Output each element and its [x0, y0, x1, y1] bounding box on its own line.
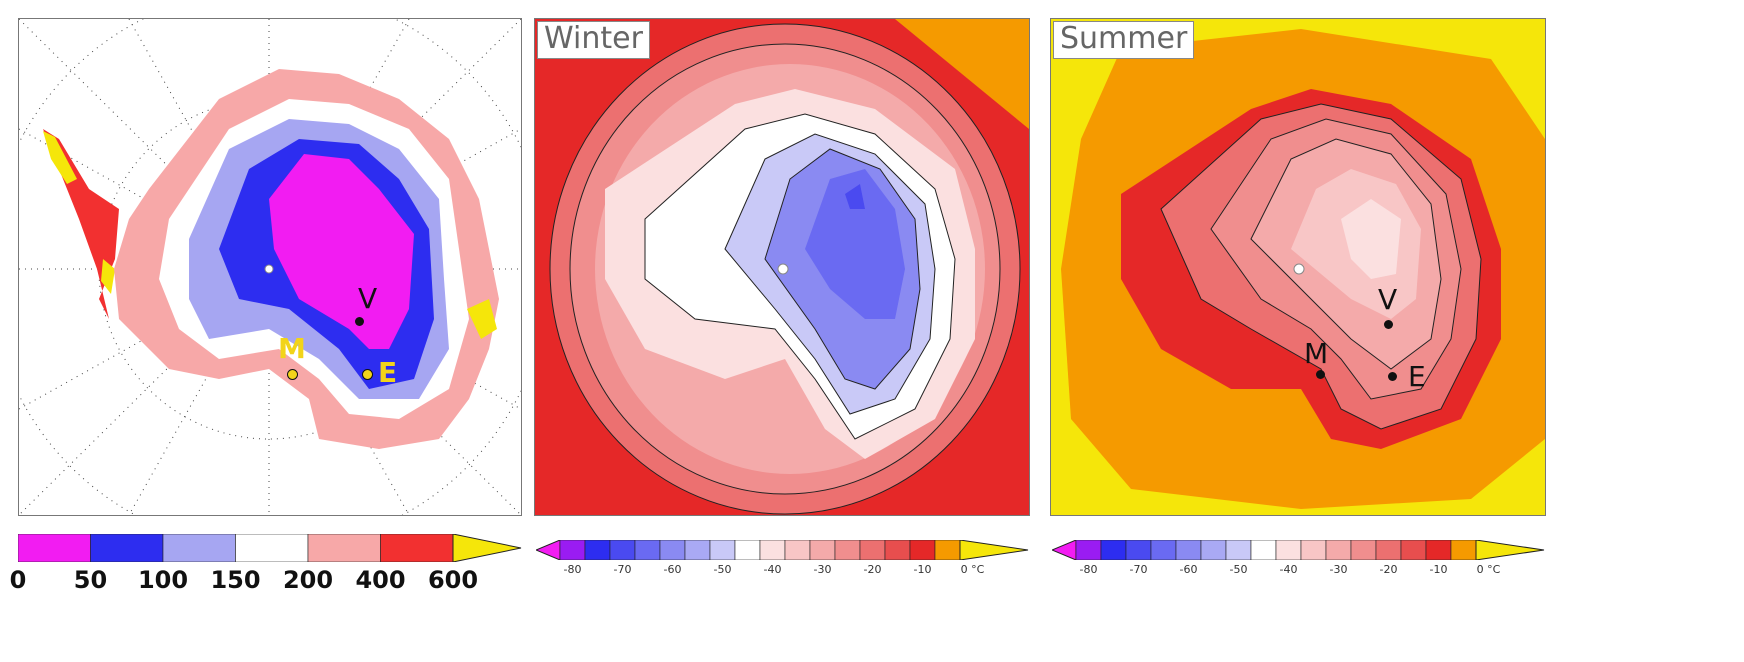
accumulation-colorbar-swatch [380, 533, 454, 563]
winter-colorbar-tick-label: -60 [663, 563, 682, 576]
accumulation-colorbar-tick-label: 400 [355, 566, 406, 594]
winter-colorbar-swatch [584, 539, 611, 561]
season-label-winter: Winter [537, 21, 650, 59]
station-e-label-summer: E [1408, 360, 1426, 393]
summer-colorbar-tick-label: -10 [1429, 563, 1448, 576]
summer-colorbar-swatch [1450, 539, 1477, 561]
winter-colorbar-swatch [809, 539, 836, 561]
station-m-dot [287, 369, 298, 380]
summer-colorbar-tick-label: -40 [1279, 563, 1298, 576]
winter-colorbar-swatch [934, 539, 961, 561]
winter-colorbar-swatch [684, 539, 711, 561]
summer-colorbar-swatch [1375, 539, 1402, 561]
winter-colorbar-tick-label: -40 [763, 563, 782, 576]
summer-colorbar-right-arrow [1475, 539, 1545, 561]
accumulation-colorbar-right-arrow [452, 533, 522, 563]
station-v-dot-summer [1384, 320, 1393, 329]
winter-colorbar-swatch [834, 539, 861, 561]
winter-colorbar-swatch [759, 539, 786, 561]
summer-colorbar-swatch [1350, 539, 1377, 561]
winter-colorbar-swatch [659, 539, 686, 561]
winter-colorbar-right-arrow [959, 539, 1029, 561]
winter-map [535, 19, 1029, 515]
winter-colorbar-tick-label: 0 °C [960, 563, 985, 576]
summer-colorbar-swatch [1075, 539, 1102, 561]
summer-colorbar [1050, 539, 1546, 561]
summer-colorbar-left-arrow [1050, 539, 1077, 561]
summer-map [1051, 19, 1545, 515]
winter-colorbar-swatch [884, 539, 911, 561]
summer-colorbar-swatch [1300, 539, 1327, 561]
summer-colorbar-swatch [1275, 539, 1302, 561]
accumulation-colorbar-tick-label: 100 [137, 566, 189, 594]
accumulation-map-panel [18, 18, 522, 516]
accumulation-colorbar-swatch [90, 533, 164, 563]
summer-colorbar-tick-label: 0 °C [1476, 563, 1501, 576]
accumulation-colorbar-swatch [235, 533, 309, 563]
summer-colorbar-swatch [1400, 539, 1427, 561]
station-e-dot [362, 369, 373, 380]
peninsula-shape [43, 129, 119, 319]
accumulation-colorbar-tick-label: 200 [282, 566, 334, 594]
winter-map-panel: Winter [534, 18, 1030, 516]
winter-colorbar-tick-label: -10 [913, 563, 932, 576]
summer-map-panel: Summer [1050, 18, 1546, 516]
accumulation-colorbar-swatch [17, 533, 91, 563]
station-m-dot-summer [1316, 370, 1325, 379]
winter-colorbar-tick-label: -30 [813, 563, 832, 576]
summer-colorbar-tick-label: -60 [1179, 563, 1198, 576]
winter-colorbar-swatch [634, 539, 661, 561]
winter-colorbar-swatch [909, 539, 936, 561]
station-e-label: E [378, 356, 398, 389]
season-label-summer: Summer [1053, 21, 1195, 59]
summer-colorbar-tick-label: -30 [1329, 563, 1348, 576]
accumulation-colorbar-swatch [162, 533, 236, 563]
accumulation-map [19, 19, 521, 515]
accumulation-colorbar-tick-label: 600 [427, 566, 479, 594]
accumulation-colorbar-tick-label: 50 [73, 566, 108, 594]
winter-colorbar-swatch [709, 539, 736, 561]
summer-colorbar-swatch [1200, 539, 1227, 561]
winter-colorbar-tick-label: -20 [863, 563, 882, 576]
winter-colorbar-tick-label: -70 [613, 563, 632, 576]
accumulation-colorbar-tick-label: 150 [210, 566, 261, 594]
summer-colorbar-swatch [1225, 539, 1252, 561]
accumulation-colorbar [17, 533, 523, 563]
summer-colorbar-swatch [1425, 539, 1452, 561]
winter-colorbar-tick-label: -50 [713, 563, 732, 576]
summer-colorbar-swatch [1150, 539, 1177, 561]
station-m-label: M [278, 332, 306, 365]
summer-colorbar-swatch [1325, 539, 1352, 561]
summer-colorbar-tick-label: -70 [1129, 563, 1148, 576]
accumulation-colorbar-tick-label: 0 [9, 566, 27, 594]
station-v-label: V [358, 282, 378, 315]
winter-colorbar [534, 539, 1030, 561]
summer-colorbar-tick-label: -20 [1379, 563, 1398, 576]
summer-colorbar-tick-label: -50 [1229, 563, 1248, 576]
winter-colorbar-swatch [784, 539, 811, 561]
winter-colorbar-swatch [609, 539, 636, 561]
station-v-label-summer: V [1378, 283, 1398, 316]
summer-colorbar-swatch [1250, 539, 1277, 561]
winter-colorbar-swatch [734, 539, 761, 561]
station-m-label-summer: M [1304, 337, 1329, 370]
winter-colorbar-left-arrow [534, 539, 561, 561]
summer-colorbar-swatch [1100, 539, 1127, 561]
station-v-dot [355, 317, 364, 326]
accumulation-colorbar-swatch [307, 533, 381, 563]
winter-colorbar-tick-label: -80 [563, 563, 582, 576]
winter-colorbar-swatch [859, 539, 886, 561]
summer-colorbar-tick-label: -80 [1079, 563, 1098, 576]
station-e-dot-summer [1388, 372, 1397, 381]
summer-colorbar-swatch [1125, 539, 1152, 561]
winter-colorbar-swatch [559, 539, 586, 561]
summer-colorbar-swatch [1175, 539, 1202, 561]
